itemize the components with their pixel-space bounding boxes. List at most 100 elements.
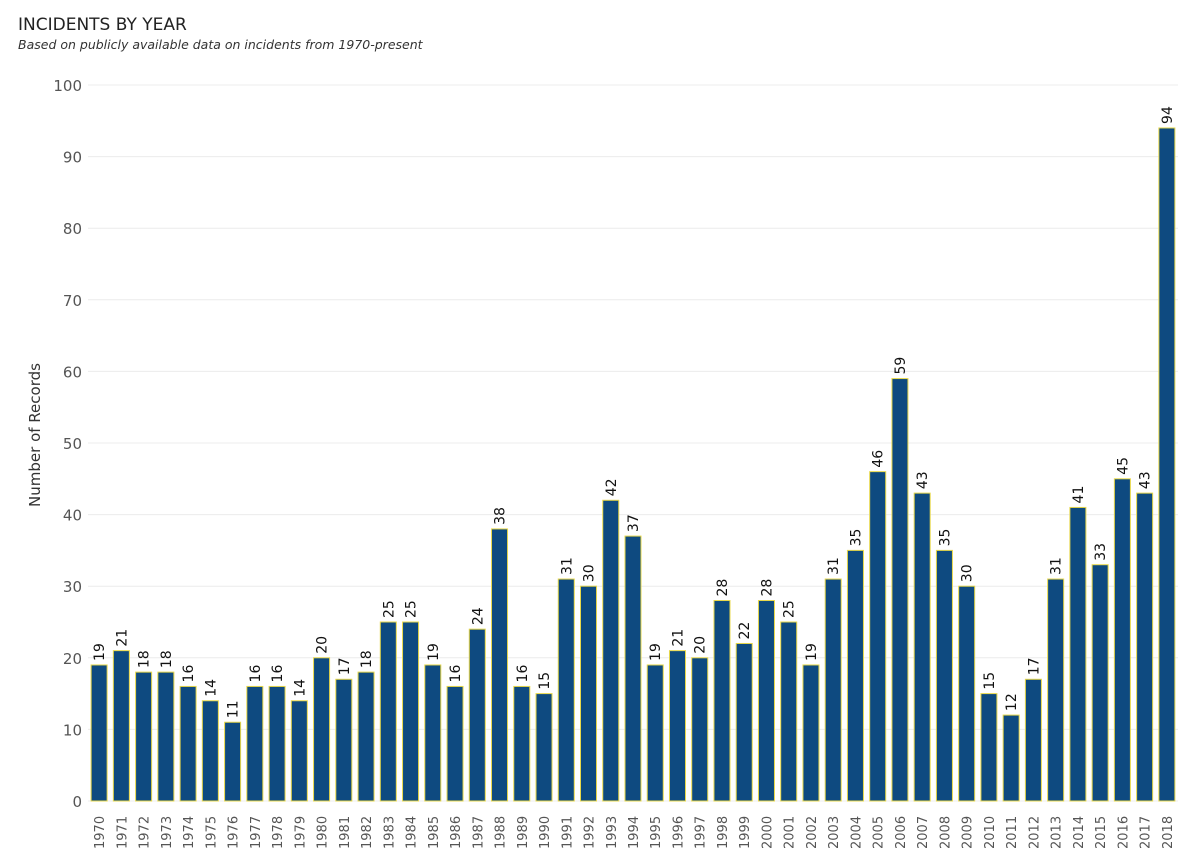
bar-1984[interactable] bbox=[402, 621, 420, 802]
y-tick-label: 90 bbox=[63, 149, 82, 167]
data-label: 43 bbox=[1138, 471, 1154, 489]
data-label: 31 bbox=[826, 557, 842, 575]
data-label: 24 bbox=[470, 607, 486, 625]
bar-1971[interactable] bbox=[112, 650, 130, 802]
bar-1999[interactable] bbox=[735, 642, 753, 802]
data-label: 38 bbox=[493, 507, 509, 525]
data-label: 25 bbox=[782, 600, 798, 618]
bar-1985[interactable] bbox=[424, 664, 442, 802]
bar-1993[interactable] bbox=[602, 499, 620, 802]
data-label: 18 bbox=[137, 650, 153, 668]
data-label: 21 bbox=[114, 629, 130, 647]
x-tick-label: 1999 bbox=[738, 816, 753, 849]
bar-2007[interactable] bbox=[913, 492, 931, 802]
bar-1987[interactable] bbox=[468, 628, 486, 802]
bar-2015[interactable] bbox=[1091, 564, 1109, 802]
bar-2002[interactable] bbox=[802, 664, 820, 802]
bar-2011[interactable] bbox=[1002, 714, 1020, 802]
x-tick-label: 1990 bbox=[538, 816, 553, 849]
bar-2018[interactable] bbox=[1158, 127, 1176, 802]
x-tick-label: 2009 bbox=[961, 816, 976, 849]
bar-2017[interactable] bbox=[1136, 492, 1154, 802]
x-tick-label: 1980 bbox=[316, 816, 331, 849]
chart-subtitle: Based on publicly available data on inci… bbox=[18, 37, 423, 52]
x-tick-label: 1982 bbox=[360, 816, 375, 849]
bar-2003[interactable] bbox=[824, 578, 842, 802]
bar-1982[interactable] bbox=[357, 671, 375, 802]
bar-1991[interactable] bbox=[557, 578, 575, 802]
bar-1970[interactable] bbox=[90, 664, 108, 802]
data-label: 16 bbox=[270, 665, 286, 683]
data-label: 25 bbox=[404, 600, 420, 618]
bar-1976[interactable] bbox=[224, 721, 242, 802]
bar-2010[interactable] bbox=[980, 693, 998, 802]
data-label: 43 bbox=[915, 471, 931, 489]
data-label: 19 bbox=[92, 643, 108, 661]
bar-1990[interactable] bbox=[535, 693, 553, 802]
data-label: 35 bbox=[848, 529, 864, 547]
bar-1975[interactable] bbox=[201, 700, 219, 802]
bar-1981[interactable] bbox=[335, 678, 353, 802]
x-tick-label: 1985 bbox=[427, 816, 442, 849]
data-label: 20 bbox=[315, 636, 331, 654]
bar-1996[interactable] bbox=[668, 650, 686, 802]
data-label: 16 bbox=[248, 665, 264, 683]
bar-1995[interactable] bbox=[646, 664, 664, 802]
data-label: 12 bbox=[1004, 693, 1020, 711]
bar-1998[interactable] bbox=[713, 600, 731, 802]
data-labels: 19 21 18 18 16 14 11 16 16 14 20 17 18 25 25 19 16 24 38 16… bbox=[92, 106, 1176, 718]
bar-2005[interactable] bbox=[869, 471, 887, 802]
bar-1973[interactable] bbox=[157, 671, 175, 802]
y-tick-label: 20 bbox=[63, 650, 82, 668]
x-tick-label: 2011 bbox=[1005, 816, 1020, 849]
bar-2013[interactable] bbox=[1047, 578, 1065, 802]
data-label: 22 bbox=[737, 622, 753, 640]
x-tick-label: 1989 bbox=[516, 816, 531, 849]
data-label: 31 bbox=[559, 557, 575, 575]
bar-1980[interactable] bbox=[313, 657, 331, 802]
bar-1988[interactable] bbox=[491, 528, 509, 802]
x-tick-label: 2002 bbox=[805, 816, 820, 849]
data-label: 19 bbox=[804, 643, 820, 661]
data-label: 16 bbox=[515, 665, 531, 683]
x-tick-label: 2007 bbox=[916, 816, 931, 849]
bar-1979[interactable] bbox=[290, 700, 308, 802]
bar-1997[interactable] bbox=[691, 657, 709, 802]
bar-2008[interactable] bbox=[935, 549, 953, 802]
bar-1986[interactable] bbox=[446, 685, 464, 802]
x-tick-label: 2005 bbox=[872, 816, 887, 849]
y-axis-ticks: 0 10 20 30 40 50 60 70 80 90 100 bbox=[53, 77, 82, 811]
bar-2004[interactable] bbox=[846, 549, 864, 802]
bar-2016[interactable] bbox=[1113, 478, 1131, 802]
bar-1977[interactable] bbox=[246, 685, 264, 802]
bar-1989[interactable] bbox=[513, 685, 531, 802]
y-tick-label: 40 bbox=[63, 507, 82, 525]
bar-1983[interactable] bbox=[379, 621, 397, 802]
x-tick-label: 1972 bbox=[138, 816, 153, 849]
data-label: 28 bbox=[759, 579, 775, 597]
y-tick-label: 80 bbox=[63, 220, 82, 238]
x-tick-label: 1970 bbox=[93, 816, 108, 849]
x-tick-label: 2018 bbox=[1161, 816, 1176, 849]
bar-1972[interactable] bbox=[135, 671, 153, 802]
data-label: 15 bbox=[537, 672, 553, 690]
bar-2012[interactable] bbox=[1024, 678, 1042, 802]
bar-2000[interactable] bbox=[757, 600, 775, 802]
bar-1992[interactable] bbox=[580, 585, 598, 802]
x-tick-label: 1976 bbox=[227, 816, 242, 849]
data-label: 46 bbox=[871, 450, 887, 468]
bar-2009[interactable] bbox=[958, 585, 976, 802]
bars bbox=[90, 127, 1176, 802]
x-tick-label: 1993 bbox=[605, 816, 620, 849]
x-tick-label: 2014 bbox=[1072, 816, 1087, 849]
data-label: 20 bbox=[693, 636, 709, 654]
bar-1994[interactable] bbox=[624, 535, 642, 802]
bar-2001[interactable] bbox=[780, 621, 798, 802]
bar-2006[interactable] bbox=[891, 378, 909, 802]
x-tick-label: 2013 bbox=[1050, 816, 1065, 849]
bar-2014[interactable] bbox=[1069, 506, 1087, 802]
x-tick-label: 1988 bbox=[494, 816, 509, 849]
bar-1974[interactable] bbox=[179, 685, 197, 802]
bar-1978[interactable] bbox=[268, 685, 286, 802]
x-tick-label: 2017 bbox=[1139, 816, 1154, 849]
